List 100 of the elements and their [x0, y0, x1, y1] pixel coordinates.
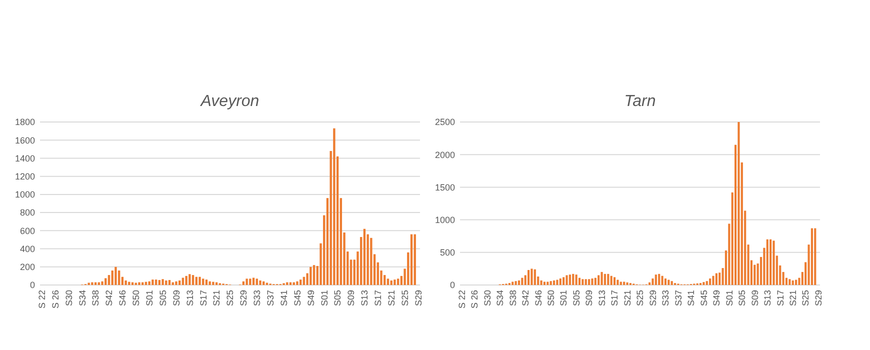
bar: [512, 282, 514, 285]
bar: [410, 234, 413, 285]
bar: [598, 275, 600, 285]
bar: [310, 266, 312, 285]
bar: [363, 228, 366, 285]
x-tick-label: S09: [750, 290, 760, 306]
x-tick-label: S17: [610, 290, 620, 306]
y-tick-label: 800: [20, 208, 35, 218]
x-tick-label: S38: [90, 290, 101, 306]
chart-title: Aveyron: [200, 93, 260, 110]
bar: [534, 269, 536, 285]
bar: [814, 228, 816, 285]
x-tick-label: S37: [265, 290, 276, 306]
bar: [572, 274, 574, 285]
bar: [256, 278, 258, 285]
bar: [715, 273, 718, 285]
bar: [766, 239, 768, 285]
bar: [162, 279, 164, 285]
x-tick-label: S13: [762, 290, 773, 306]
x-tick-label: S09: [584, 290, 594, 306]
bar: [259, 280, 262, 285]
bar: [91, 282, 94, 285]
y-tick-label: 0: [30, 280, 35, 290]
x-tick-label: S13: [596, 290, 607, 306]
x-tick-label: S29: [238, 290, 249, 306]
x-tick-label: S25: [800, 290, 811, 306]
x-tick-label: S29: [413, 290, 424, 306]
y-tick-label: 2500: [434, 117, 455, 128]
bar: [661, 276, 664, 285]
bar: [738, 122, 740, 285]
bar: [249, 278, 252, 285]
bar: [552, 280, 556, 285]
x-tick-label: S17: [373, 290, 384, 306]
y-tick-label: 200: [20, 262, 35, 272]
bar: [658, 274, 660, 285]
bar: [299, 280, 302, 285]
bar: [168, 280, 171, 285]
bar: [620, 282, 622, 285]
bar: [118, 270, 120, 285]
bar: [654, 274, 657, 285]
bar: [664, 278, 667, 285]
x-tick-label: S05: [571, 290, 582, 306]
bar: [530, 268, 533, 285]
bar: [390, 280, 392, 285]
x-tick-label: S37: [673, 290, 684, 306]
x-tick-label: S 26: [50, 290, 60, 309]
bar: [556, 280, 558, 285]
bar: [195, 276, 198, 285]
x-tick-label: S 22: [36, 290, 47, 309]
bar: [528, 270, 530, 285]
bar: [198, 276, 201, 285]
bar: [706, 281, 708, 285]
bar: [178, 280, 181, 285]
bar: [566, 275, 568, 285]
chart-title: Tarn: [624, 93, 656, 110]
x-tick-label: S33: [252, 290, 262, 306]
bar: [810, 228, 813, 285]
bar: [521, 278, 524, 285]
bar: [188, 274, 191, 285]
x-tick-label: S30: [64, 290, 74, 306]
bar: [296, 281, 298, 285]
y-tick-label: 1000: [14, 190, 35, 200]
x-tick-label: S25: [225, 290, 236, 306]
y-tick-label: 1200: [14, 171, 35, 182]
bar: [104, 278, 107, 285]
bar: [543, 282, 546, 285]
x-tick-label: S01: [724, 290, 734, 306]
x-tick-label: S30: [482, 290, 492, 306]
bar: [670, 281, 673, 285]
bar: [386, 278, 390, 285]
x-tick-label: S49: [712, 290, 722, 306]
x-tick-label: S09: [346, 290, 356, 306]
bar: [568, 274, 571, 285]
bar: [559, 278, 562, 285]
x-tick-label: S49: [306, 290, 316, 306]
x-tick-label: S29: [813, 290, 824, 306]
bar: [154, 280, 158, 285]
x-tick-label: S50: [546, 290, 556, 306]
bar: [770, 239, 772, 285]
bar: [613, 277, 616, 285]
bar: [626, 282, 628, 285]
x-tick-label: S25: [400, 290, 410, 306]
bar: [370, 238, 372, 285]
x-tick-label: S33: [660, 290, 671, 306]
x-tick-label: S 22: [456, 290, 467, 309]
bar: [114, 266, 117, 285]
y-tick-label: 400: [20, 244, 35, 254]
bar: [709, 278, 712, 285]
bar: [208, 281, 211, 285]
bar: [312, 265, 316, 285]
bar: [518, 280, 520, 285]
x-tick-label: S01: [319, 290, 330, 306]
bar: [514, 281, 517, 285]
x-tick-label: S38: [508, 290, 518, 306]
bar: [175, 281, 178, 285]
x-tick-label: S01: [144, 290, 154, 306]
bar: [302, 276, 306, 285]
bar: [246, 278, 248, 285]
bar: [588, 279, 590, 285]
y-tick-label: 1500: [434, 182, 455, 192]
